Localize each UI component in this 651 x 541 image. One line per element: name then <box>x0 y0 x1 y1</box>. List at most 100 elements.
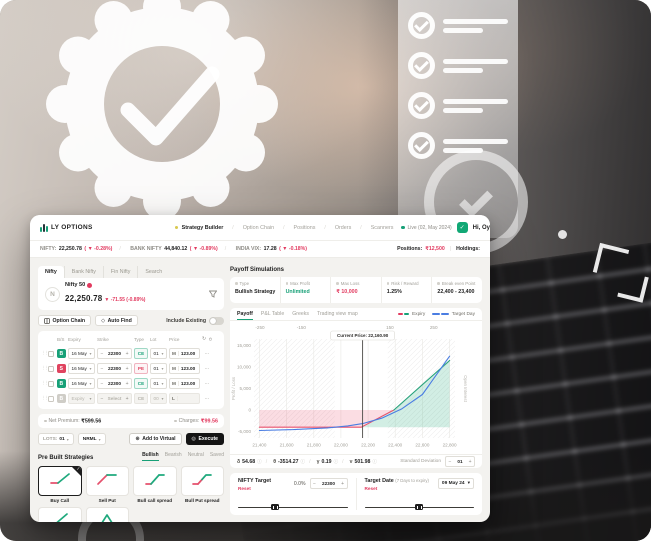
nav-item[interactable]: Strategy Builder <box>175 225 224 231</box>
std-dev-stepper[interactable]: −01 + <box>445 456 475 467</box>
target-date-slider[interactable] <box>364 504 474 510</box>
app-logo[interactable]: LY OPTIONS <box>40 223 93 232</box>
strategy-card[interactable] <box>38 507 82 522</box>
expiry-select[interactable]: 16 May ▾ <box>68 348 95 359</box>
strike-stepper[interactable]: −22300 + <box>97 348 132 359</box>
price-field[interactable]: L <box>169 393 200 404</box>
nav-item[interactable]: Scanners <box>360 225 394 231</box>
instrument-tab[interactable]: Bank Nifty <box>63 266 103 278</box>
lot-select[interactable]: 01 ▾ <box>150 348 167 359</box>
strike-minus[interactable]: − <box>100 350 104 357</box>
include-existing-toggle[interactable] <box>209 316 224 325</box>
strategy-card[interactable]: Buy Call <box>38 466 82 503</box>
strike-stepper[interactable]: − Select + <box>97 393 132 404</box>
row-menu-icon[interactable]: ⋯ <box>204 350 210 357</box>
strike-plus[interactable]: + <box>125 350 129 357</box>
nifty-target-slider[interactable] <box>238 504 348 510</box>
price-field[interactable]: M 123.00 <box>169 348 200 359</box>
info-icon[interactable]: ⓘ <box>257 458 262 464</box>
leg-checkbox[interactable] <box>48 395 54 402</box>
info-icon[interactable]: ⓘ <box>372 458 377 464</box>
target-date-select[interactable]: 09 May 24 ▾ <box>437 478 474 489</box>
chart-tab[interactable]: Greeks <box>292 310 309 317</box>
option-type-badge[interactable]: CE <box>134 378 148 389</box>
strategy-card[interactable]: Bull Put spread <box>180 466 224 503</box>
trash-icon[interactable] <box>209 336 212 342</box>
leg-checkbox[interactable] <box>48 365 54 372</box>
lot-select[interactable]: 01 ▾ <box>150 378 167 389</box>
drag-handle[interactable]: ⋮⋮ <box>41 365 49 371</box>
lot-select[interactable]: 00 ▾ <box>150 393 167 404</box>
std-dev-plus[interactable]: + <box>468 458 472 465</box>
nav-item[interactable]: Positions <box>283 225 316 231</box>
strike-minus[interactable]: − <box>100 380 104 387</box>
prebuilt-tab[interactable]: Bullish <box>142 452 159 461</box>
strike-stepper[interactable]: −22300 + <box>97 363 132 374</box>
strike-plus[interactable]: + <box>125 365 129 372</box>
strategy-card[interactable] <box>85 507 129 522</box>
strategy-builder-panel: Nifty Bank Nifty Fin Nifty Search N Nifty 5… <box>38 266 224 522</box>
drag-handle[interactable]: ⋮⋮ <box>41 350 49 356</box>
instrument-tab[interactable]: Fin Nifty <box>102 266 137 278</box>
svg-text:Open Interest: Open Interest <box>463 375 468 402</box>
buy-sell-badge[interactable]: B <box>57 394 66 403</box>
strategy-card[interactable]: Sell Put <box>85 466 129 503</box>
chart-tab[interactable]: P&L Table <box>260 310 285 317</box>
std-dev-minus[interactable]: − <box>448 458 452 465</box>
target-plus[interactable]: + <box>341 480 344 487</box>
strike-minus[interactable]: − <box>100 395 104 402</box>
prebuilt-tab[interactable]: Saved <box>209 452 224 458</box>
target-minus[interactable]: − <box>313 480 316 487</box>
leg-checkbox[interactable] <box>48 350 54 357</box>
info-icon[interactable]: ⓘ <box>300 458 306 464</box>
drag-handle[interactable]: ⋮⋮ <box>41 380 49 386</box>
product-select[interactable]: NRML ▾ <box>77 433 106 445</box>
price-field[interactable]: M 123.00 <box>169 363 200 374</box>
expiry-select[interactable]: 16 May ▾ <box>68 363 95 374</box>
option-type-badge[interactable]: CE <box>134 393 148 404</box>
prebuilt-tab[interactable]: Neutral <box>187 452 204 458</box>
slider-handle[interactable] <box>414 504 423 510</box>
payoff-chart[interactable]: 21,400 21,600 21,800 22,000 22,200 22,400 22,6… <box>230 321 468 449</box>
chart-tab[interactable]: Payoff <box>237 308 253 320</box>
prebuilt-tab[interactable]: Bearish <box>164 452 182 458</box>
strike-stepper[interactable]: −22300 + <box>97 378 132 389</box>
row-menu-icon[interactable]: ⋯ <box>204 365 210 372</box>
refresh-icon[interactable]: ↻ <box>202 336 207 342</box>
execute-button[interactable]: ◎ Execute <box>185 433 224 445</box>
user-greeting[interactable]: Hi, Oyin <box>472 224 490 231</box>
strike-plus[interactable]: + <box>125 395 129 402</box>
filter-icon[interactable] <box>209 290 217 298</box>
strike-plus[interactable]: + <box>125 380 129 387</box>
expiry-select[interactable]: Expiry ▾ <box>68 393 95 404</box>
nifty-target-reset[interactable]: Reset <box>238 485 251 491</box>
nav-item[interactable]: Orders <box>324 225 351 231</box>
slider-handle[interactable] <box>270 504 279 510</box>
option-type-badge[interactable]: CE <box>134 348 148 359</box>
expiry-select[interactable]: 16 May ▾ <box>68 378 95 389</box>
price-field[interactable]: M 123.00 <box>169 378 200 389</box>
chart-tab[interactable]: Trading view map <box>316 310 358 317</box>
strike-minus[interactable]: − <box>100 365 104 372</box>
buy-sell-badge[interactable]: B <box>57 349 66 358</box>
leg-checkbox[interactable] <box>48 380 54 387</box>
option-type-badge[interactable]: PE <box>134 363 148 374</box>
instrument-tab[interactable]: Nifty <box>38 266 64 278</box>
row-menu-icon[interactable]: ⋯ <box>204 395 210 402</box>
option-chain-button[interactable]: Option Chain <box>38 315 92 326</box>
nav-item[interactable]: Option Chain <box>232 225 274 231</box>
auto-find-button[interactable]: ◇ Auto Find <box>95 315 138 326</box>
row-menu-icon[interactable]: ⋯ <box>204 380 210 387</box>
nifty-target-stepper[interactable]: −22300 + <box>309 478 348 489</box>
lot-select[interactable]: 01 ▾ <box>150 363 167 374</box>
buy-sell-badge[interactable]: S <box>57 364 66 373</box>
drag-handle[interactable]: ⋮⋮ <box>41 395 49 401</box>
instrument-tab[interactable]: Search <box>137 266 169 278</box>
info-icon[interactable]: ⓘ <box>333 458 339 464</box>
buy-sell-badge[interactable]: B <box>57 379 66 388</box>
strategy-card[interactable]: Bull call spread <box>133 466 177 503</box>
avatar[interactable]: ✓ <box>456 222 468 233</box>
lots-select[interactable]: LOTS: 01 ▾ <box>38 433 74 445</box>
add-to-virtual-button[interactable]: ⊕ Add to Virtual <box>129 433 182 445</box>
target-date-reset[interactable]: Reset <box>364 485 378 491</box>
